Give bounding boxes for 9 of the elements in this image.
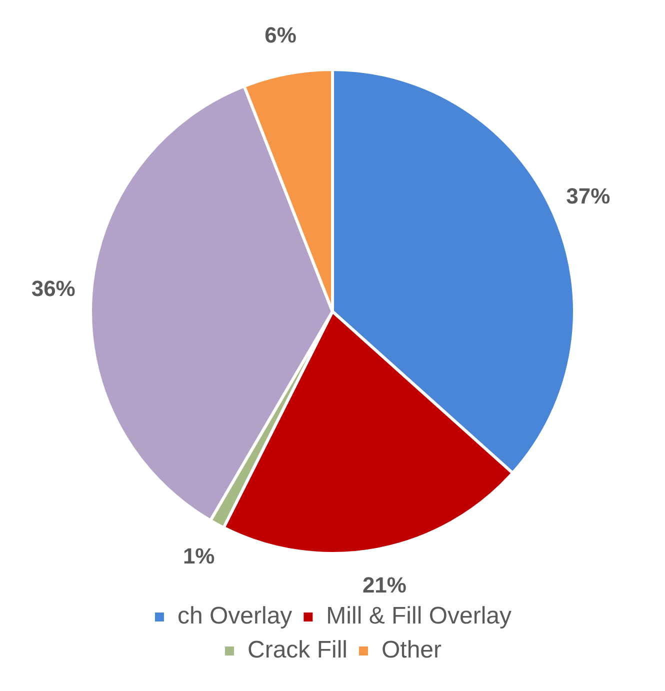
legend-label: Other	[381, 636, 442, 664]
data-label: 1%	[182, 544, 215, 569]
legend-label: Crack Fill	[247, 636, 348, 664]
data-label: 36%	[31, 276, 76, 301]
legend-label: ch Overlay	[177, 602, 292, 630]
legend-label: Mill & Fill Overlay	[326, 602, 512, 630]
data-label: 6%	[264, 22, 296, 48]
data-label: 21%	[362, 572, 406, 598]
data-label: 37%	[566, 183, 610, 208]
